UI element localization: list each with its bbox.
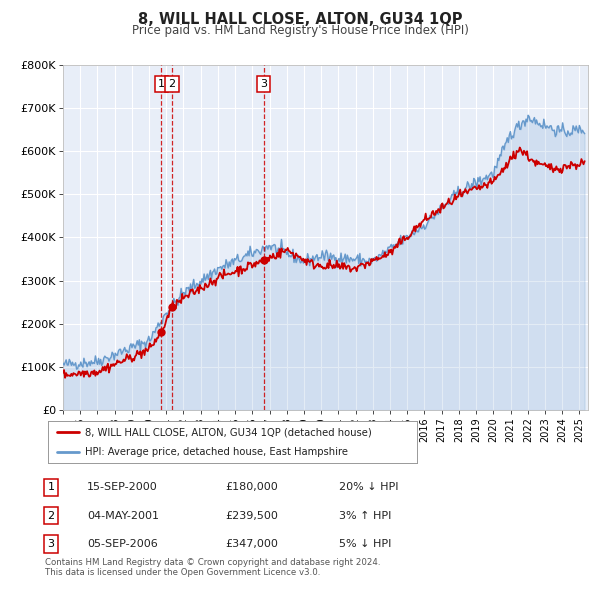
Text: 04-MAY-2001: 04-MAY-2001: [87, 511, 159, 520]
Text: 8, WILL HALL CLOSE, ALTON, GU34 1QP (detached house): 8, WILL HALL CLOSE, ALTON, GU34 1QP (det…: [85, 427, 371, 437]
Text: HPI: Average price, detached house, East Hampshire: HPI: Average price, detached house, East…: [85, 447, 348, 457]
Text: £180,000: £180,000: [225, 483, 278, 492]
Text: 05-SEP-2006: 05-SEP-2006: [87, 539, 158, 549]
Text: 1: 1: [47, 483, 55, 492]
Text: 3: 3: [47, 539, 55, 549]
Text: 3: 3: [260, 79, 268, 89]
Text: £347,000: £347,000: [225, 539, 278, 549]
Text: 3% ↑ HPI: 3% ↑ HPI: [339, 511, 391, 520]
Text: 5% ↓ HPI: 5% ↓ HPI: [339, 539, 391, 549]
Text: Price paid vs. HM Land Registry's House Price Index (HPI): Price paid vs. HM Land Registry's House …: [131, 24, 469, 37]
Text: Contains HM Land Registry data © Crown copyright and database right 2024.
This d: Contains HM Land Registry data © Crown c…: [45, 558, 380, 577]
Text: 20% ↓ HPI: 20% ↓ HPI: [339, 483, 398, 492]
Text: 15-SEP-2000: 15-SEP-2000: [87, 483, 158, 492]
Text: 8, WILL HALL CLOSE, ALTON, GU34 1QP: 8, WILL HALL CLOSE, ALTON, GU34 1QP: [138, 12, 462, 27]
Text: 2: 2: [47, 511, 55, 520]
Text: 2: 2: [169, 79, 176, 89]
Text: 1: 1: [158, 79, 165, 89]
Text: £239,500: £239,500: [225, 511, 278, 520]
